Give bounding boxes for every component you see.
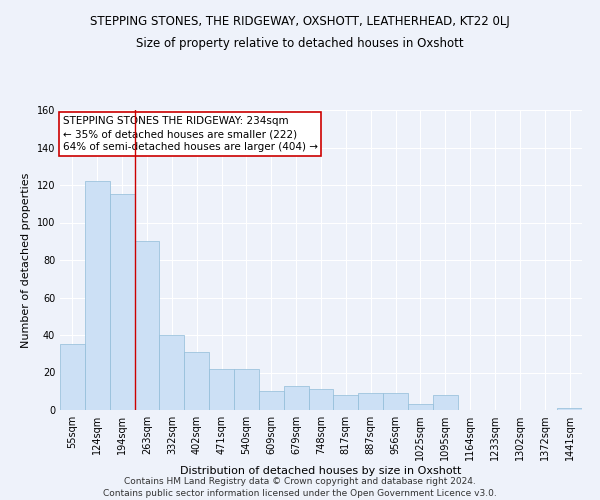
Bar xyxy=(308,390,334,410)
Bar xyxy=(433,395,458,410)
Y-axis label: Number of detached properties: Number of detached properties xyxy=(21,172,31,348)
Bar xyxy=(85,181,110,410)
Bar xyxy=(408,404,433,410)
Bar xyxy=(383,393,408,410)
Text: STEPPING STONES THE RIDGEWAY: 234sqm
← 35% of detached houses are smaller (222)
: STEPPING STONES THE RIDGEWAY: 234sqm ← 3… xyxy=(62,116,317,152)
Bar xyxy=(134,242,160,410)
Text: Contains HM Land Registry data © Crown copyright and database right 2024.
Contai: Contains HM Land Registry data © Crown c… xyxy=(103,476,497,498)
Bar xyxy=(234,369,259,410)
Bar xyxy=(60,344,85,410)
Bar xyxy=(209,369,234,410)
Text: STEPPING STONES, THE RIDGEWAY, OXSHOTT, LEATHERHEAD, KT22 0LJ: STEPPING STONES, THE RIDGEWAY, OXSHOTT, … xyxy=(90,15,510,28)
Bar xyxy=(557,408,582,410)
X-axis label: Distribution of detached houses by size in Oxshott: Distribution of detached houses by size … xyxy=(181,466,461,476)
Bar xyxy=(334,395,358,410)
Bar xyxy=(259,391,284,410)
Bar xyxy=(184,352,209,410)
Text: Size of property relative to detached houses in Oxshott: Size of property relative to detached ho… xyxy=(136,38,464,51)
Bar xyxy=(110,194,134,410)
Bar xyxy=(284,386,308,410)
Bar xyxy=(358,393,383,410)
Bar xyxy=(160,335,184,410)
